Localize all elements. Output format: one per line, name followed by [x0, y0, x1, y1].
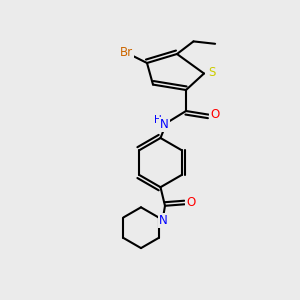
Text: N: N — [159, 214, 168, 227]
Text: H: H — [154, 115, 161, 125]
Text: Br: Br — [120, 46, 133, 59]
Text: S: S — [208, 65, 215, 79]
Text: N: N — [160, 118, 169, 131]
Text: O: O — [187, 196, 196, 209]
Text: O: O — [211, 108, 220, 121]
